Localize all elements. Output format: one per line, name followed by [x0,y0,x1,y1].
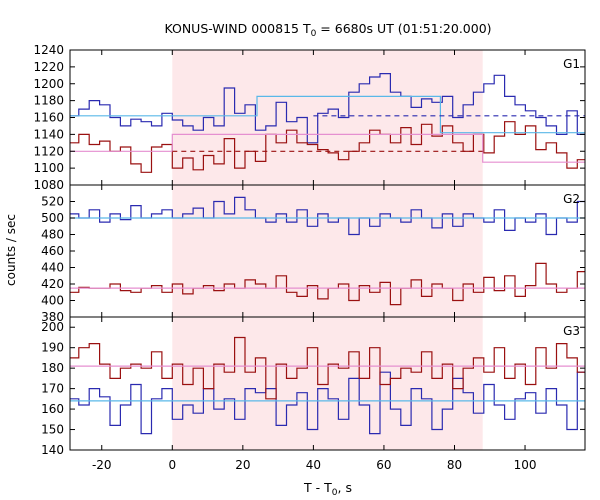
panel-g3-frame [69,316,586,451]
panel-g2-y-tick-label: 420 [41,277,64,291]
panel-g1-y-tick-label: 1220 [33,60,64,74]
x-tick-label: 20 [235,458,250,472]
x-axis-label: T - T0, s [303,480,352,498]
panel-g2-y-tick-label: 520 [41,195,64,209]
panel-g1-y-tick-label: 1100 [33,161,64,175]
panel-g3-y-tick-label: 140 [41,443,64,457]
panel-g3-red-series [70,336,585,400]
panel-g1-label: G1 [563,57,580,71]
panel-g3-y-tick-label: 180 [41,361,64,375]
panel-g2-y-tick-label: 500 [41,211,64,225]
panel-g3-y-tick-label: 190 [41,341,64,355]
plot-area: 1080 1100 1120 1140 1160 1180 1200 1220 1240 G1 38… [33,43,586,472]
x-tick-label: 80 [447,458,462,472]
panel-g2-label: G2 [563,192,580,206]
panel-g1-y-tick-label: 1140 [33,127,64,141]
panel-g3-y-tick-label: 170 [41,382,64,396]
panel-g3-y-tick-label: 160 [41,402,64,416]
x-tick-label: 40 [306,458,321,472]
panel-g1-blue-series [70,73,585,144]
panel-g2-y-tick-label: 400 [41,294,64,308]
panel-g1-blue-fit [70,95,585,134]
panel-g1-series-group [70,73,585,173]
panel-g3-y-tick-label: 150 [41,423,64,437]
panel-g3-blue-series [70,371,585,435]
x-tick-label: 60 [376,458,391,472]
panel-g2-y-tick-label: 380 [41,310,64,324]
panel-g1-y-tick-label: 1160 [33,111,64,125]
panel-g1-y-tick-label: 1200 [33,77,64,91]
panel-g1-y-tick-label: 1080 [33,178,64,192]
panel-g2-y-tick-label: 480 [41,228,64,242]
panel-g1-red-fit [70,133,585,163]
panel-g3-y-tick-label: 200 [41,320,64,334]
panel-g1-y-tick-label: 1180 [33,94,64,108]
x-tick-label: 0 [168,458,176,472]
panel-g1-y-tick-label: 1120 [33,144,64,158]
y-axis-label: counts / sec [4,214,18,286]
panel-g3-label: G3 [563,324,580,338]
panel-g1-y-tick-label: 1240 [33,43,64,57]
panel-g2-series-group [70,196,585,306]
panel-g2-y-tick-label: 440 [41,261,64,275]
x-tick-label: 100 [514,458,537,472]
panel-g3-series-group [70,336,585,435]
panel-g2-y-tick-label: 460 [41,244,64,258]
x-tick-label: -20 [92,458,112,472]
chart-title: KONUS-WIND 000815 T0 = 6680s UT (01:51:2… [164,21,491,39]
